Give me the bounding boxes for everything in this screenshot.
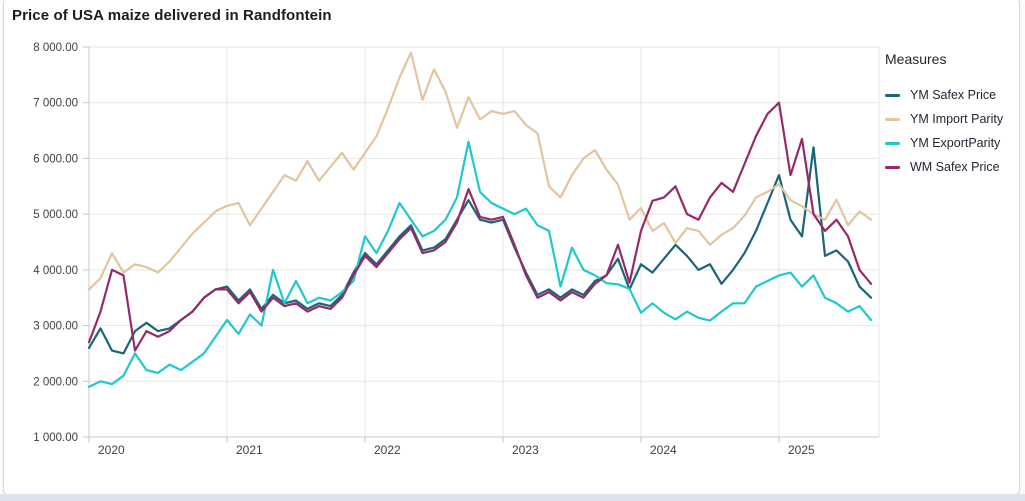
- chart-legend: Measures YM Safex Price YM Import Parity Y…: [885, 51, 1019, 179]
- y-axis-label: 6 000.00: [33, 153, 78, 165]
- x-axis-label: 2020: [98, 443, 125, 457]
- series-line-ym-exportparity[interactable]: [87, 140, 873, 388]
- legend-item-ym-import-parity[interactable]: YM Import Parity: [885, 107, 1019, 131]
- y-axis-label: 4 000.00: [33, 265, 78, 277]
- series-line-wm-safex-price[interactable]: [87, 101, 873, 352]
- legend-title: Measures: [885, 51, 947, 67]
- legend-item-ym-safex-price[interactable]: YM Safex Price: [885, 83, 1019, 107]
- legend-swatch: [885, 93, 900, 97]
- y-axis-label: 5 000.00: [33, 209, 78, 221]
- legend-items: YM Safex Price YM Import Parity YM ExportP…: [885, 83, 1019, 179]
- x-axis-label: 2023: [512, 443, 539, 457]
- legend-swatch: [885, 165, 900, 169]
- legend-swatch: [885, 117, 900, 121]
- legend-item-label: YM Import Parity: [910, 112, 1004, 126]
- legend-item-label: YM Safex Price: [910, 88, 997, 102]
- x-axis-label: 2021: [236, 443, 263, 457]
- price-line-chart[interactable]: 8 000.00 7 000.00 6 000.00 5 000.00 4 000.00…: [4, 0, 1025, 493]
- x-axis-label: 2025: [788, 443, 815, 457]
- x-axis-label: 2024: [650, 443, 677, 457]
- y-axis-label: 7 000.00: [33, 98, 78, 110]
- legend-item-wm-safex-price[interactable]: WM Safex Price: [885, 155, 1019, 179]
- y-axis-label: 1 000.00: [33, 432, 78, 444]
- series-line-ym-import-parity[interactable]: [87, 51, 873, 291]
- plot-area[interactable]: [89, 47, 879, 437]
- x-axis-label: 2022: [374, 443, 401, 457]
- legend-item-label: YM ExportParity: [910, 136, 1001, 150]
- legend-item-ym-exportparity[interactable]: YM ExportParity: [885, 131, 1019, 155]
- chart-card: Price of USA maize delivered in Randfont…: [3, 0, 1020, 495]
- chart-title: Price of USA maize delivered in Randfont…: [12, 7, 332, 24]
- legend-swatch: [885, 141, 900, 145]
- y-axis-label: 3 000.00: [33, 321, 78, 333]
- y-axis-label: 8 000.00: [33, 42, 78, 54]
- legend-item-label: WM Safex Price: [910, 160, 1000, 174]
- y-axis-label: 2 000.00: [33, 376, 78, 388]
- bottom-scroll-strip[interactable]: [0, 494, 1025, 501]
